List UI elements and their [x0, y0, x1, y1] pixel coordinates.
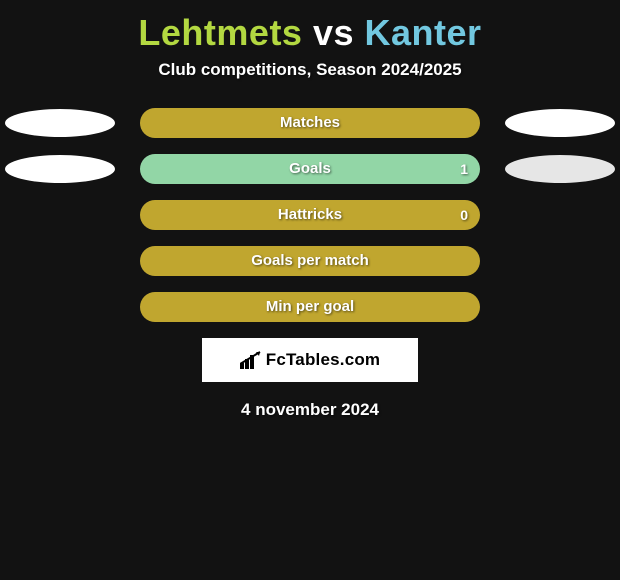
stat-label: Min per goal: [266, 298, 354, 315]
stat-bar: Hattricks 0: [140, 200, 480, 230]
stat-label: Goals: [289, 160, 331, 177]
stat-row: Min per goal: [140, 292, 480, 322]
page-title: Lehtmets vs Kanter: [0, 0, 620, 54]
logo-box: FcTables.com: [202, 338, 418, 382]
stat-row: Goals per match: [140, 246, 480, 276]
subtitle: Club competitions, Season 2024/2025: [0, 60, 620, 80]
stat-row: Matches: [140, 108, 480, 138]
stat-ellipse-left: [5, 155, 115, 183]
stat-row: Hattricks 0: [140, 200, 480, 230]
stat-label: Matches: [280, 114, 340, 131]
stat-bar: Matches: [140, 108, 480, 138]
title-player2: Kanter: [365, 12, 482, 53]
stat-value: 0: [460, 200, 468, 230]
stat-value: 1: [460, 154, 468, 184]
date-text: 4 november 2024: [0, 400, 620, 420]
stat-bar: Min per goal: [140, 292, 480, 322]
stat-bar: Goals per match: [140, 246, 480, 276]
chart-icon: [240, 351, 262, 369]
stat-label: Hattricks: [278, 206, 342, 223]
stat-ellipse-left: [5, 109, 115, 137]
stat-ellipse-right: [505, 109, 615, 137]
title-player1: Lehtmets: [138, 12, 302, 53]
stat-bar: Goals 1: [140, 154, 480, 184]
stat-label: Goals per match: [251, 252, 369, 269]
title-vs: vs: [313, 12, 354, 53]
logo-text: FcTables.com: [266, 350, 381, 370]
stats-area: Matches Goals 1 Hattricks 0 Goals per match Mi…: [140, 108, 480, 322]
stat-row: Goals 1: [140, 154, 480, 184]
stat-ellipse-right: [505, 155, 615, 183]
